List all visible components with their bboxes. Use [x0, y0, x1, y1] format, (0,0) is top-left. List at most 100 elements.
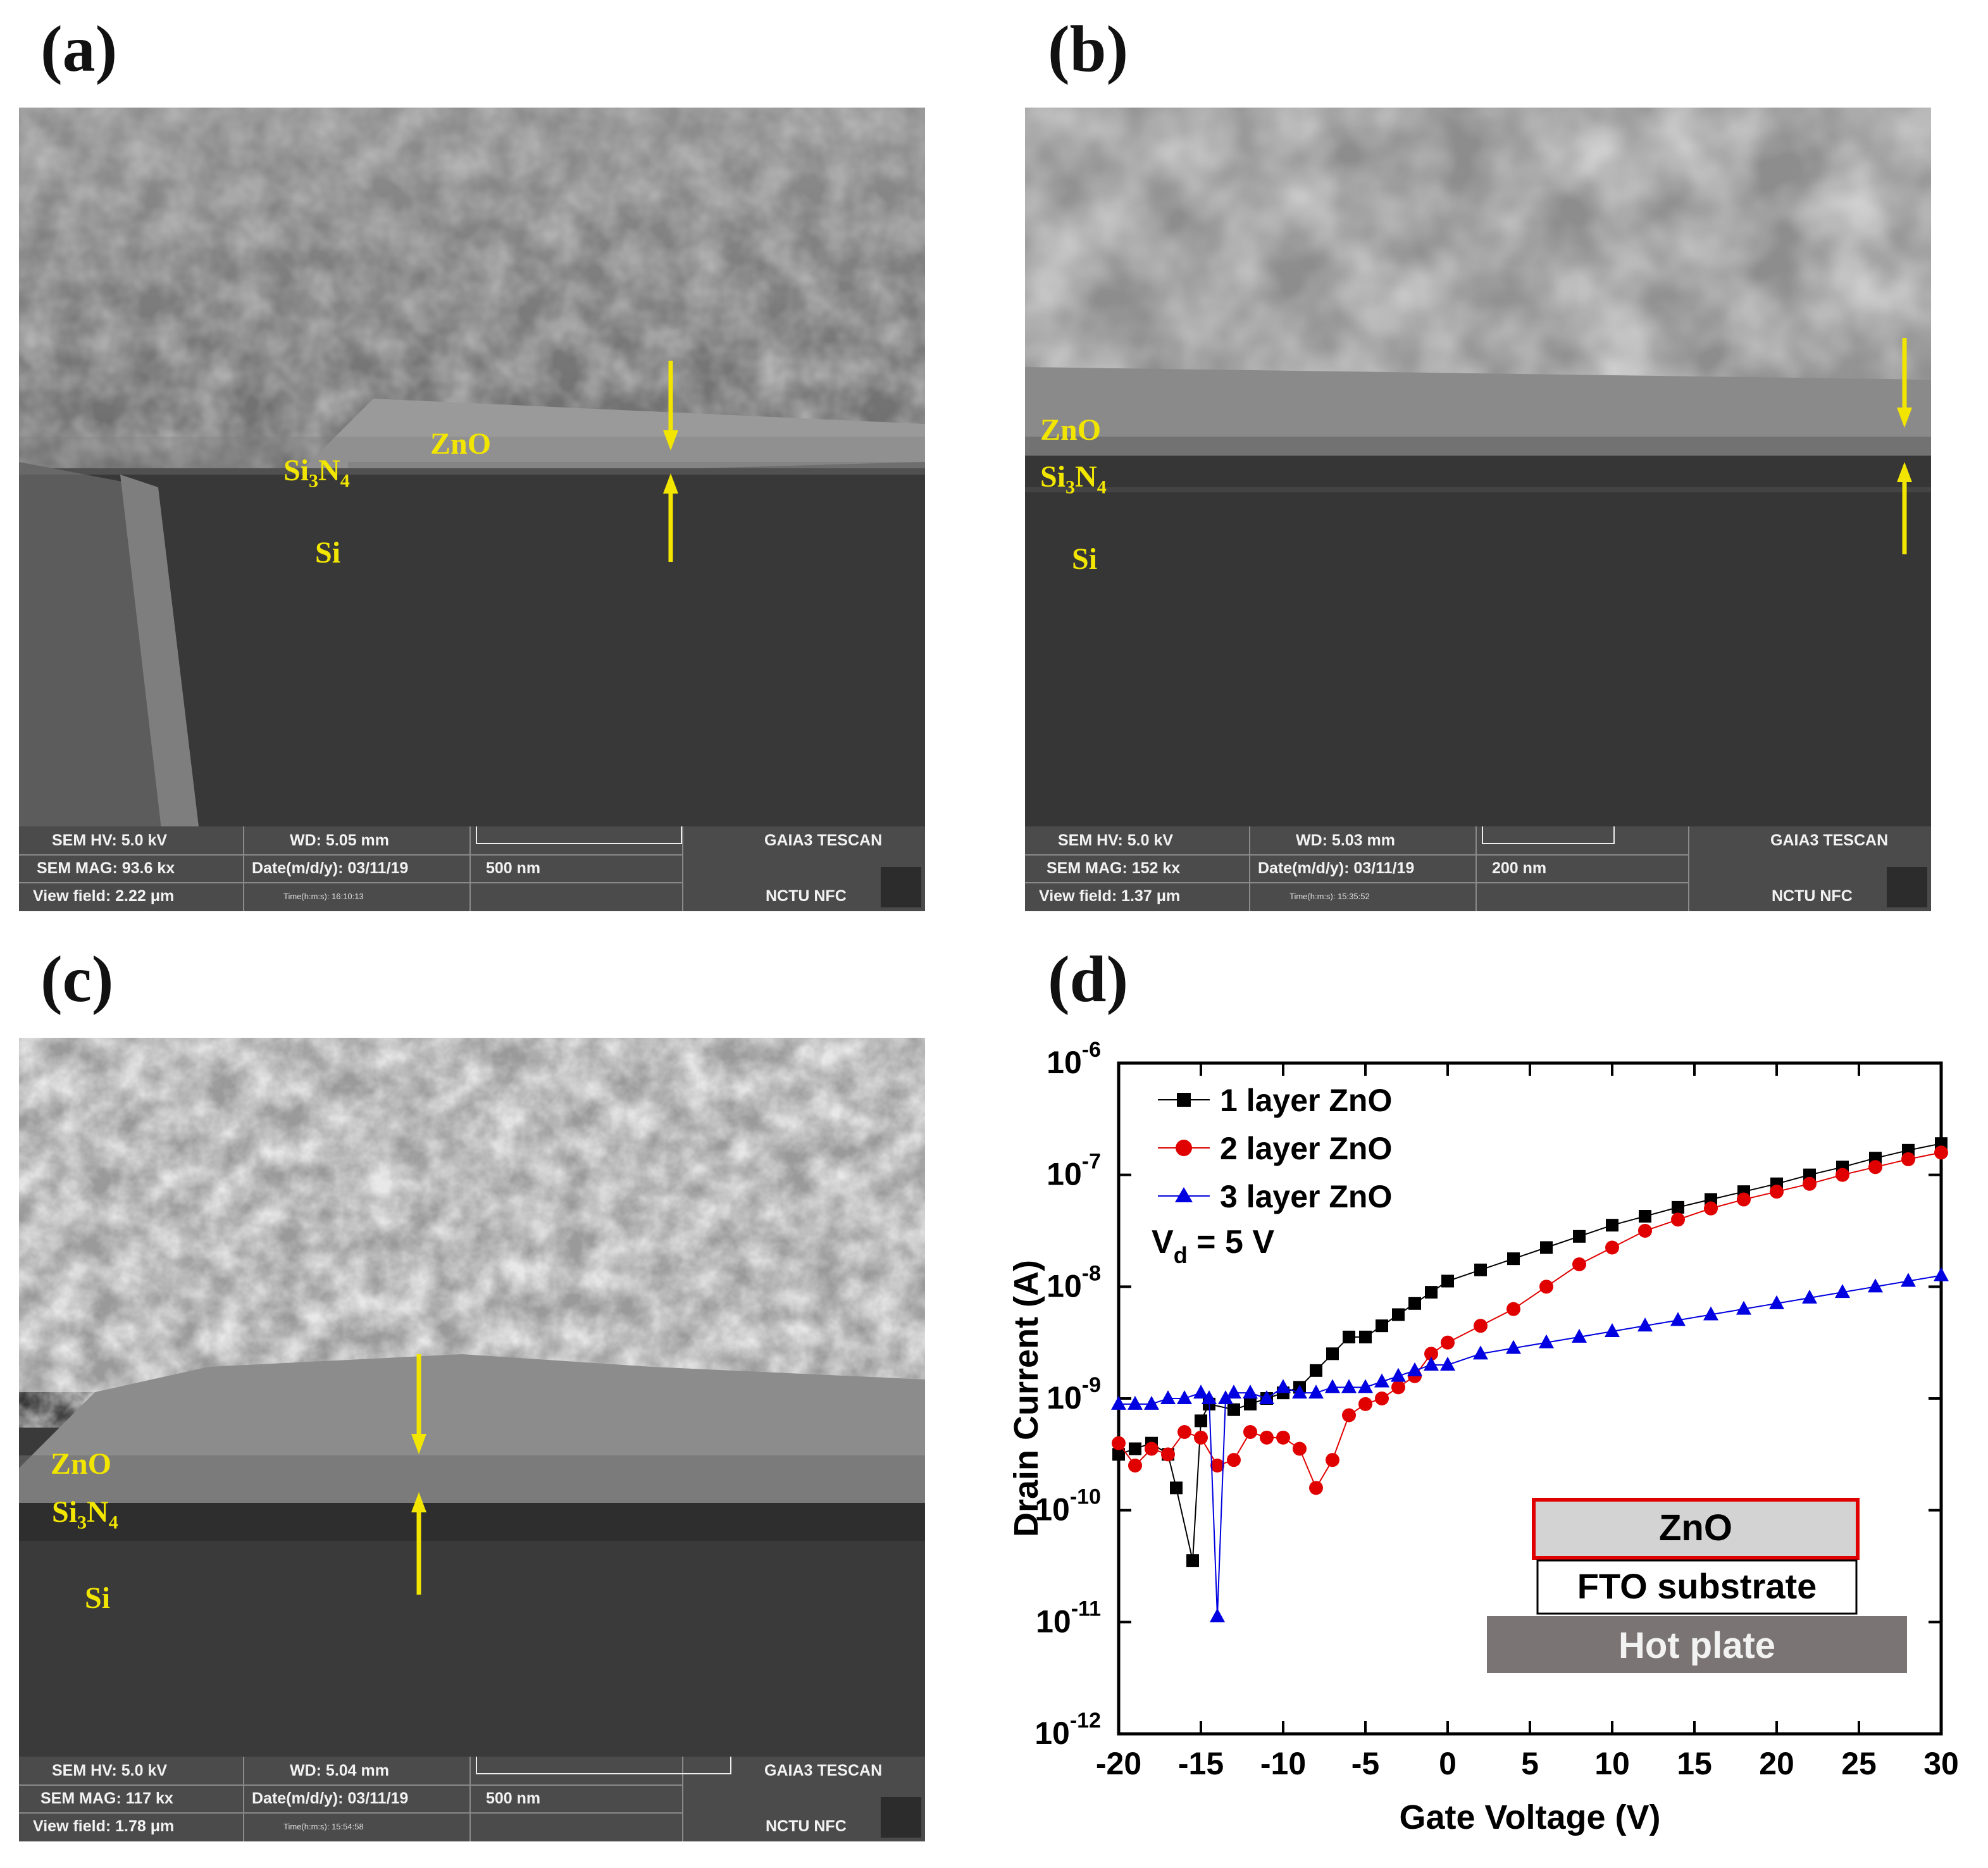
data-point-series-1	[1343, 1330, 1355, 1343]
data-point-series-3	[1802, 1290, 1817, 1304]
data-point-series-3	[1193, 1385, 1208, 1399]
inset-zno-layer	[1532, 1498, 1860, 1560]
sem-image-a: ZnO Si3N4 Si SEM HV: 5.0 kV WD: 5.05 mm …	[19, 108, 925, 911]
x-tick-label: -5	[1351, 1746, 1379, 1781]
data-point-series-3	[1177, 1390, 1192, 1404]
data-point-series-1	[1441, 1274, 1454, 1288]
data-point-series-3	[1358, 1379, 1373, 1393]
y-tick-label: 10-12	[1034, 1709, 1101, 1751]
sem-image-c: ZnO Si3N4 Si SEM HV: 5.0 kV WD: 5.04 mm …	[19, 1038, 925, 1841]
thickness-arrows-a	[663, 361, 678, 562]
si3n4-si-a: Si	[283, 454, 309, 487]
sem-scale-label-a: 500 nm	[486, 859, 541, 877]
data-point-series-2	[1539, 1280, 1553, 1294]
data-point-series-3	[1440, 1357, 1455, 1371]
data-point-series-2	[1260, 1430, 1274, 1445]
sem-micrograph-a	[19, 108, 925, 911]
vd-rest: = 5 V	[1188, 1224, 1275, 1261]
data-point-series-2	[1836, 1168, 1849, 1182]
sem-micrograph-c	[19, 1038, 925, 1841]
layer-label-si3n4-c: Si3N4	[52, 1497, 118, 1533]
x-tick-label: 25	[1841, 1746, 1877, 1781]
sem-view-b: View field: 1.37 μm	[1039, 887, 1181, 905]
y-tick-label: 10-8	[1047, 1261, 1101, 1304]
data-point-series-2	[1309, 1481, 1323, 1495]
data-point-series-3	[1901, 1273, 1916, 1287]
sem-mag-b: SEM MAG: 152 kx	[1047, 859, 1181, 877]
data-point-series-3	[1259, 1390, 1274, 1404]
y-axis-label: Drain Current (A)	[1007, 1260, 1045, 1537]
x-tick-label: 15	[1677, 1746, 1712, 1781]
data-point-series-2	[1112, 1436, 1126, 1450]
data-point-series-3	[1868, 1278, 1883, 1293]
sem-lab-b: NCTU NFC	[1772, 887, 1853, 905]
data-point-series-2	[1507, 1302, 1520, 1316]
data-point-series-3	[1424, 1357, 1439, 1371]
sem-time-b: Time(h:m:s): 15:35:52	[1289, 892, 1370, 901]
vd-sub: d	[1174, 1242, 1188, 1268]
data-point-series-2	[1293, 1441, 1307, 1456]
si3n4-sub4-a: 4	[340, 470, 350, 492]
x-tick-label: 10	[1594, 1746, 1630, 1781]
sem-micrograph-b	[1025, 108, 1931, 911]
data-point-series-3	[1160, 1390, 1176, 1404]
data-point-series-1	[1672, 1200, 1684, 1214]
data-point-series-1	[1639, 1210, 1651, 1223]
data-point-series-3	[1605, 1323, 1620, 1337]
layer-label-zno-a: ZnO	[430, 427, 492, 461]
x-tick-label: -20	[1096, 1746, 1141, 1781]
sem-date-b: Date(m/d/y): 03/11/19	[1258, 859, 1415, 877]
data-point-series-3	[1111, 1395, 1126, 1410]
layer-label-si3n4-b: Si3N4	[1040, 462, 1107, 497]
data-point-series-2	[1375, 1392, 1389, 1405]
data-point-series-1	[1244, 1397, 1257, 1410]
data-point-series-3	[1407, 1362, 1422, 1376]
layer-label-si-c: Si	[85, 1581, 111, 1615]
x-tick-label: 30	[1923, 1746, 1959, 1781]
data-point-series-3	[1670, 1312, 1686, 1326]
si3n4-sub3-b: 3	[1065, 476, 1076, 498]
data-point-series-2	[1424, 1347, 1438, 1361]
data-point-series-1	[1310, 1364, 1322, 1377]
sem-vendor-b: GAIA3 TESCAN	[1770, 831, 1889, 849]
data-point-series-3	[1276, 1379, 1291, 1393]
inset-hotplate	[1487, 1616, 1907, 1673]
data-point-series-2	[1358, 1397, 1372, 1411]
sem-vendor-a: GAIA3 TESCAN	[764, 831, 883, 849]
data-point-series-2	[1605, 1240, 1619, 1255]
data-point-series-1	[1408, 1297, 1421, 1310]
data-point-series-1	[1359, 1330, 1372, 1343]
legend-label-2: 2 layer ZnO	[1220, 1131, 1392, 1166]
data-point-series-1	[1606, 1219, 1618, 1232]
tescan-logo-a	[881, 867, 921, 907]
data-point-series-3	[1325, 1379, 1340, 1393]
data-point-series-2	[1803, 1176, 1817, 1191]
sem-info-bar-c: SEM HV: 5.0 kV WD: 5.04 mm GAIA3 TESCAN …	[19, 1757, 925, 1841]
series-line-3	[1119, 1274, 1942, 1617]
sem-wd-c: WD: 5.04 mm	[290, 1762, 389, 1779]
x-tick-label: 5	[1521, 1746, 1539, 1781]
data-point-series-1	[1170, 1481, 1183, 1495]
sem-view-a: View field: 2.22 μm	[33, 887, 175, 905]
sem-mag-c: SEM MAG: 117 kx	[40, 1790, 173, 1807]
data-point-series-2	[1227, 1453, 1241, 1467]
data-point-series-2	[1276, 1430, 1290, 1445]
data-point-series-2	[1901, 1152, 1915, 1166]
data-point-series-1	[1376, 1319, 1388, 1333]
tescan-logo-b	[1887, 867, 1927, 907]
legend: 1 layer ZnO 2 layer ZnO 3 layer ZnO	[1158, 1083, 1392, 1214]
vd-v: V	[1152, 1224, 1174, 1261]
data-point-series-2	[1326, 1453, 1339, 1467]
x-tick-label: 0	[1439, 1746, 1457, 1781]
data-point-series-1	[1326, 1347, 1339, 1361]
data-point-series-3	[1736, 1300, 1751, 1315]
data-point-series-2	[1770, 1185, 1784, 1199]
scale-bar-b	[1482, 826, 1615, 844]
data-point-series-3	[1572, 1328, 1587, 1343]
data-point-series-2	[1704, 1201, 1718, 1216]
si3n4-si-c: Si	[52, 1495, 78, 1529]
data-point-series-3	[1226, 1385, 1241, 1399]
data-point-series-1	[1392, 1308, 1405, 1321]
data-point-series-2	[1391, 1380, 1405, 1395]
drain-current-chart: -20 -15 -10 -5 0 5 10 15 20 25 30 10-6 10-7 10-8 10-9 1…	[1007, 1038, 1959, 1836]
